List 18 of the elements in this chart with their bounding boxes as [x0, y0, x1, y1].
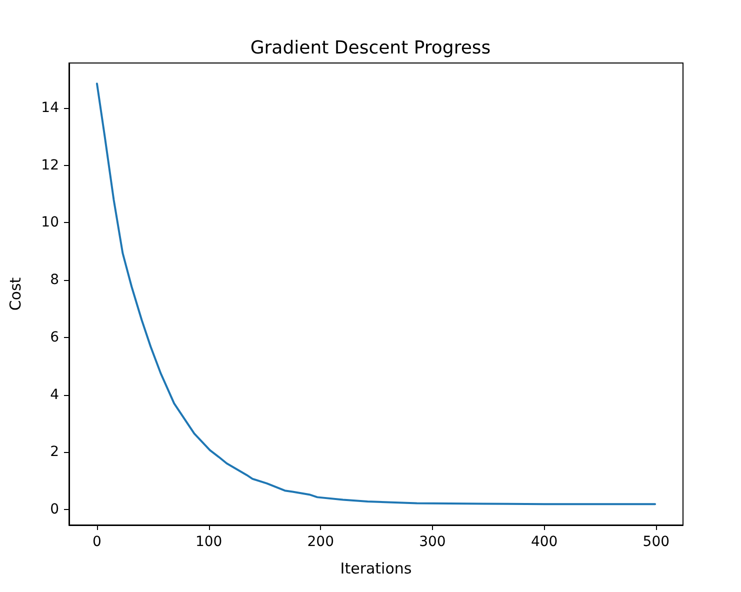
x-tick-label: 500 — [642, 534, 670, 550]
x-tick-label: 0 — [92, 534, 102, 550]
y-tick-label: 10 — [41, 214, 59, 231]
x-tick-label: 400 — [530, 534, 558, 550]
line-series — [96, 82, 656, 506]
y-axis-title: Cost — [6, 277, 24, 311]
y-tick-label: 6 — [50, 329, 60, 346]
y-tick-label: 4 — [50, 386, 60, 403]
x-axis-title: Iterations — [340, 560, 412, 578]
y-tick-label: 8 — [50, 272, 59, 288]
y-tick-label: 0 — [50, 502, 59, 518]
x-tick-label: 300 — [419, 534, 446, 550]
chart-title: Gradient Descent Progress — [250, 38, 491, 58]
y-tick-label: 12 — [41, 157, 59, 174]
x-tick-label: 100 — [195, 534, 222, 550]
x-tick-label: 200 — [307, 534, 334, 550]
y-tick-label: 2 — [50, 444, 59, 460]
y-tick-label: 14 — [41, 100, 60, 116]
